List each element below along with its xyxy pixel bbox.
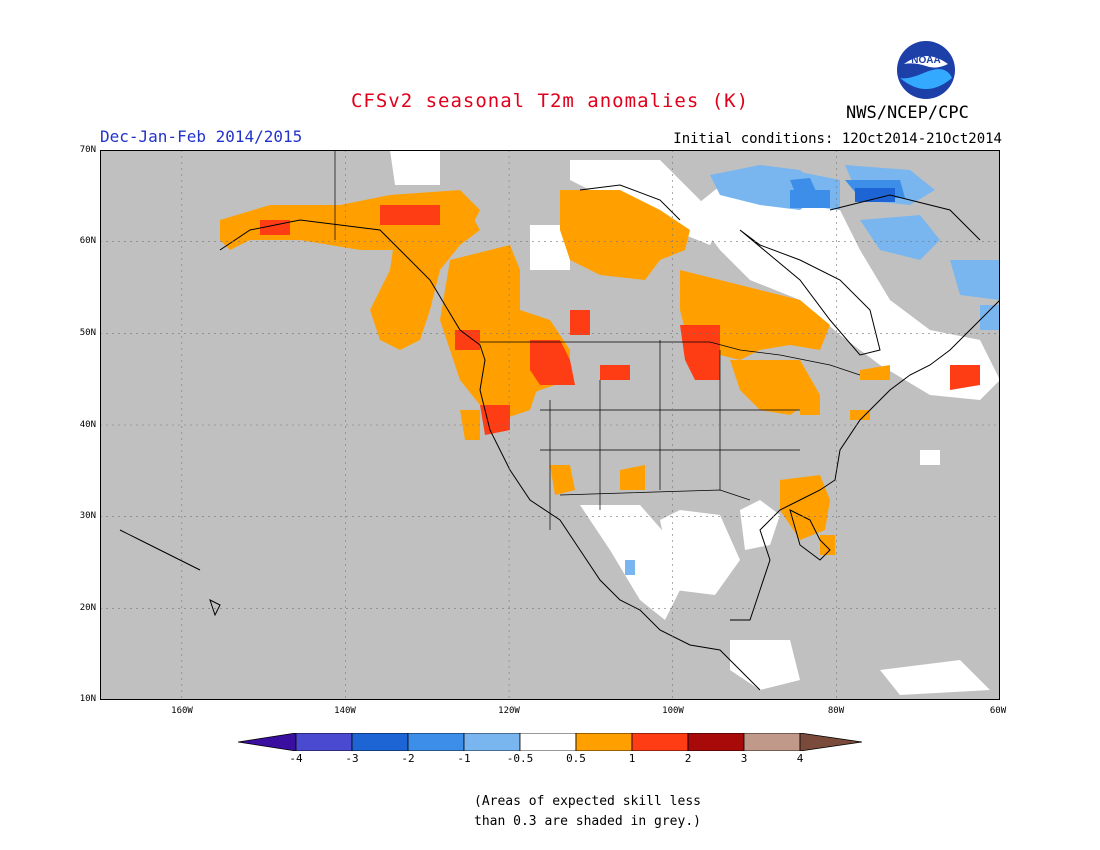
agency-label: NWS/NCEP/CPC — [846, 103, 969, 123]
lat-label-30n: 30N — [79, 511, 96, 521]
skill-note-line-2: than 0.3 are shaded in grey.) — [474, 814, 701, 829]
lat-label-70n: 70N — [79, 145, 96, 155]
colorbar-label: -4 — [289, 752, 303, 765]
lon-label-100w: 100W — [662, 706, 684, 716]
lat-label-20n: 20N — [79, 603, 96, 613]
color-scale-bar — [238, 733, 862, 751]
colorbar-label: 2 — [684, 752, 692, 765]
map-frame — [100, 150, 1000, 700]
lat-label-10n: 10N — [79, 694, 96, 704]
colorbar-label: -3 — [345, 752, 359, 765]
skill-note: (Areas of expected skill less than 0.3 a… — [474, 792, 724, 832]
dark-blue-regions — [855, 188, 895, 202]
logo-text: NOAA — [911, 55, 940, 66]
colorbar-label: -0.5 — [506, 752, 534, 765]
political-borders — [334, 150, 861, 530]
noaa-logo: NOAA — [897, 41, 955, 99]
initial-conditions-label: Initial conditions: 12Oct2014-21Oct2014 — [673, 131, 1002, 147]
season-label: Dec-Jan-Feb 2014/2015 — [100, 127, 303, 146]
red-regions — [260, 205, 980, 435]
lon-label-60w: 60W — [989, 706, 1007, 716]
anomaly-map — [100, 150, 1000, 700]
colorbar-label: -2 — [401, 752, 415, 765]
lon-label-140w: 140W — [334, 706, 356, 716]
colorbar-label: 0.5 — [566, 752, 586, 765]
skill-note-line-1: (Areas of expected skill less — [474, 794, 701, 809]
white-regions — [340, 150, 1000, 695]
lat-label-60n: 60N — [79, 236, 96, 246]
colorbar-label: 4 — [796, 752, 804, 765]
colorbar-label: 3 — [740, 752, 748, 765]
lon-label-80w: 80W — [827, 706, 845, 716]
lon-label-160w: 160W — [171, 706, 193, 716]
lat-label-40n: 40N — [79, 420, 96, 430]
colorbar-label: 1 — [628, 752, 636, 765]
coastlines — [119, 184, 1000, 691]
lon-label-120w: 120W — [498, 706, 520, 716]
lat-label-50n: 50N — [79, 328, 96, 338]
colorbar-label: -1 — [457, 752, 471, 765]
chart-title: CFSv2 seasonal T2m anomalies (K) — [350, 90, 750, 112]
gridlines — [100, 150, 1000, 700]
